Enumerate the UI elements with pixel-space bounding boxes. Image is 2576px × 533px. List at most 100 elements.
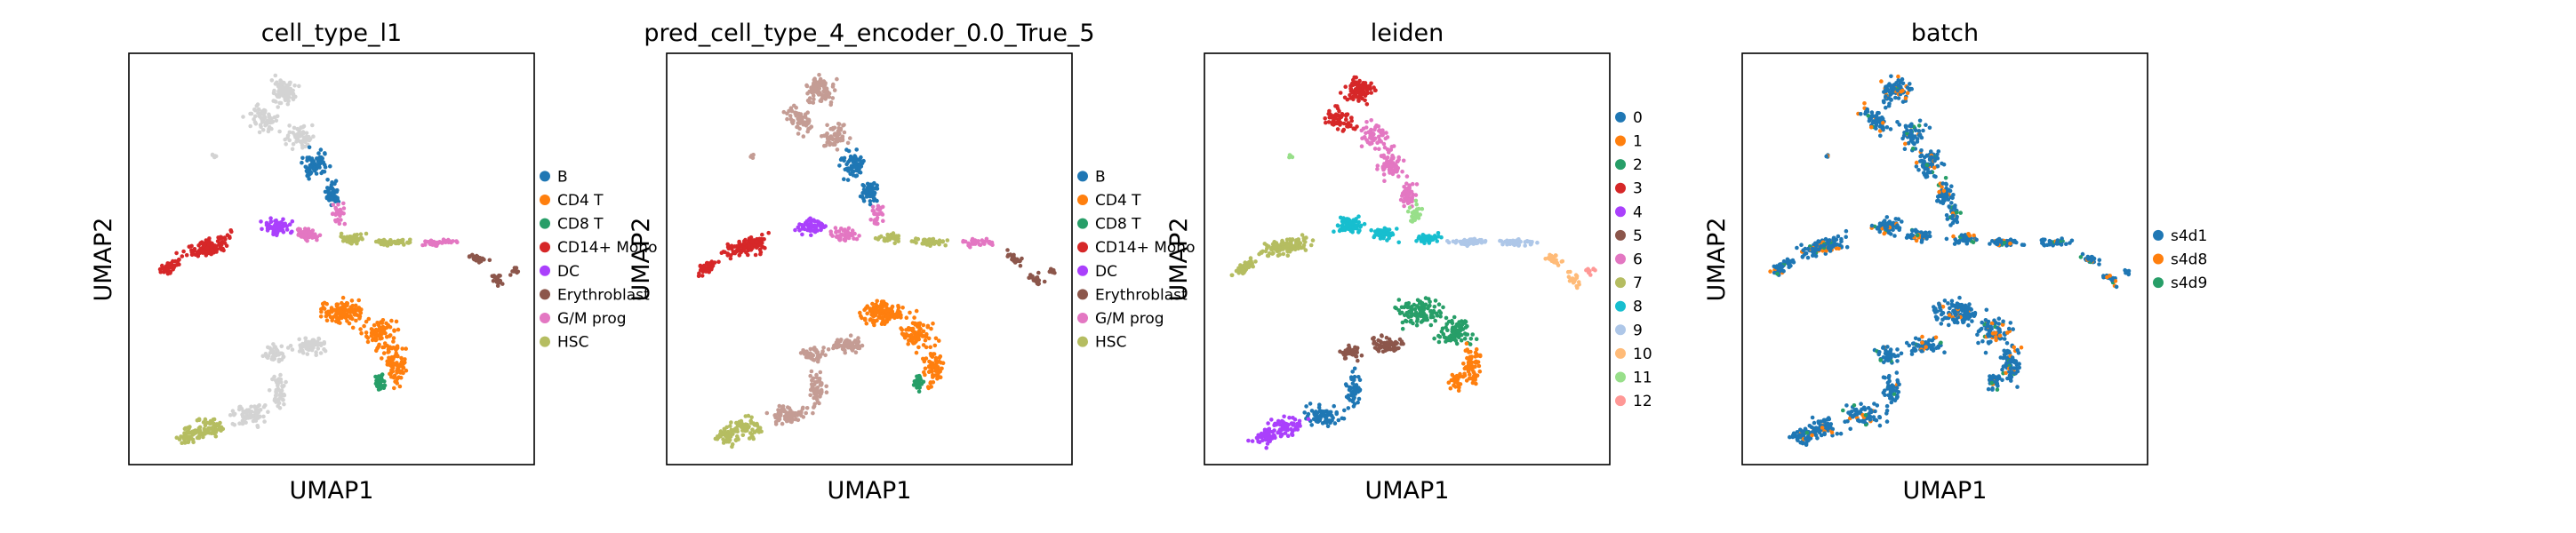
scatter-point-951 <box>364 319 369 324</box>
scatter-point-188 <box>1374 123 1379 128</box>
legend-label-7: HSC <box>557 334 588 352</box>
scatter-point-461 <box>723 250 727 255</box>
scatter-point-364 <box>1824 154 1828 159</box>
scatter-point-892 <box>1428 322 1434 328</box>
legend-marker-9 <box>1615 324 1626 336</box>
scatter-point-535 <box>281 217 285 222</box>
scatter-point-271 <box>305 157 310 162</box>
scatter-point-20 <box>286 99 291 103</box>
scatter-point-420 <box>181 249 186 254</box>
scatter-point-36 <box>1889 74 1893 79</box>
scatter-point-528 <box>176 257 181 262</box>
scatter-point-81 <box>282 80 286 85</box>
scatter-point-1027 <box>358 327 363 331</box>
scatter-point-966 <box>916 345 921 350</box>
scatter-point-780 <box>1535 240 1540 245</box>
scatter-point-926 <box>329 309 333 314</box>
scatter-point-562 <box>1356 214 1361 219</box>
scatter-point-1194 <box>798 351 804 355</box>
scatter-point-687 <box>1420 238 1425 243</box>
scatter-point-1096 <box>936 374 941 379</box>
scatter-point-495 <box>1768 269 1772 274</box>
scatter-point-576 <box>273 219 277 224</box>
scatter-point-991 <box>1439 330 1444 334</box>
legend-marker-7 <box>540 336 550 347</box>
scatter-point-1266 <box>1356 375 1361 379</box>
scatter-point-181 <box>1916 129 1922 133</box>
scatter-point-457 <box>1301 238 1307 243</box>
scatter-point-1170 <box>831 346 836 351</box>
scatter-point-599 <box>1341 226 1347 231</box>
scatter-point-1118 <box>916 374 921 378</box>
scatter-point-79 <box>808 99 812 105</box>
scatter-point-275 <box>1932 165 1937 171</box>
scatter-point-244 <box>1401 158 1406 163</box>
scatter-point-179 <box>307 138 312 143</box>
scatter-point-1148 <box>1380 333 1384 338</box>
scatter-point-1114 <box>1458 382 1463 386</box>
legend-label-3: 3 <box>1633 180 1643 198</box>
scatter-point-407 <box>766 230 771 235</box>
scatter-point-940 <box>1414 304 1420 308</box>
scatter-point-1103 <box>916 389 922 394</box>
scatter-point-317 <box>875 187 880 191</box>
scatter-point-1127 <box>1453 385 1458 389</box>
scatter-point-433 <box>1277 252 1282 257</box>
scatter-point-1118 <box>373 381 379 386</box>
y-axis-label: UMAP2 <box>1165 218 1193 302</box>
scatter-point-638 <box>830 234 835 238</box>
scatter-point-136 <box>261 113 267 117</box>
scatter-point-941 <box>1412 312 1418 317</box>
scatter-point-837 <box>508 273 513 277</box>
legend-marker-1 <box>1615 135 1626 147</box>
scatter-point-462 <box>1284 237 1290 243</box>
scatter-point-1409 <box>214 427 219 433</box>
legend-marker-12 <box>1615 395 1626 407</box>
scatter-point-356 <box>872 219 877 224</box>
scatter-point-1022 <box>916 324 920 330</box>
scatter-point-137 <box>781 109 787 115</box>
scatter-point-277 <box>300 155 305 161</box>
scatter-point-148 <box>1331 114 1336 118</box>
scatter-point-780 <box>420 243 425 248</box>
scatter-point-1337 <box>773 422 779 426</box>
scatter-point-978 <box>380 345 385 350</box>
scatter-point-89 <box>281 93 285 98</box>
scatter-point-1166 <box>1372 336 1376 340</box>
scatter-point-882 <box>1399 310 1404 315</box>
scatter-point-835 <box>514 266 519 270</box>
scatter-point-237 <box>1919 148 1924 153</box>
scatter-point-185 <box>1383 136 1388 141</box>
scatter-point-304 <box>1951 193 1956 197</box>
scatter-point-652 <box>302 227 308 231</box>
scatter-point-23 <box>1369 91 1373 95</box>
scatter-point-76 <box>1356 88 1362 92</box>
scatter-point-1343 <box>240 421 245 426</box>
scatter-point-64 <box>820 96 824 101</box>
scatter-point-475 <box>220 246 225 251</box>
scatter-point-476 <box>1839 236 1844 242</box>
scatter-point-206 <box>301 131 307 135</box>
scatter-point-860 <box>333 319 339 324</box>
legend-marker-7 <box>1615 277 1626 289</box>
scatter-point-124 <box>795 111 799 115</box>
scatter-point-1200 <box>823 353 828 358</box>
scatter-point-363 <box>210 152 215 157</box>
scatter-point-642 <box>846 235 851 240</box>
scatter-point-650 <box>837 234 842 238</box>
scatter-point-1358 <box>1285 434 1291 439</box>
scatter-point-317 <box>1937 189 1941 195</box>
scatter-point-1124 <box>1452 380 1458 385</box>
scatter-point-476 <box>192 247 197 251</box>
scatter-point-140 <box>1345 122 1349 127</box>
scatter-point-1276 <box>284 379 288 385</box>
scatter-point-839 <box>1591 266 1596 271</box>
scatter-point-85 <box>1879 79 1884 84</box>
scatter-point-181 <box>1384 131 1388 135</box>
scatter-point-98 <box>260 128 266 132</box>
scatter-point-7 <box>273 73 278 78</box>
scatter-point-357 <box>876 211 881 217</box>
scatter-point-1051 <box>398 370 404 375</box>
scatter-point-204 <box>284 142 289 147</box>
